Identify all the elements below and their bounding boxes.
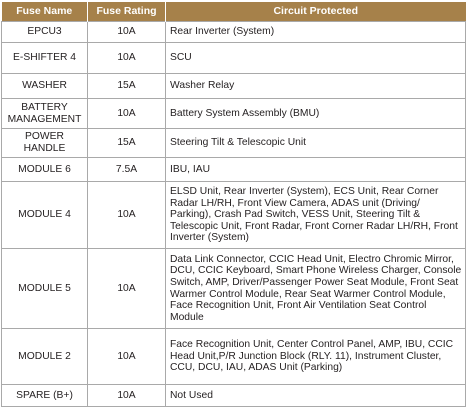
table-row: POWER HANDLE 15A Steering Tilt & Telesco… bbox=[1, 128, 466, 158]
column-header-fuse-rating: Fuse Rating bbox=[87, 2, 166, 22]
circuit-protected-cell: Not Used bbox=[165, 384, 466, 407]
circuit-protected-cell: Washer Relay bbox=[165, 73, 466, 99]
fuse-name-cell: SPARE (B+) bbox=[1, 384, 88, 407]
table-row: EPCU3 10A Rear Inverter (System) bbox=[1, 21, 466, 43]
fuse-name-cell: MODULE 4 bbox=[1, 181, 88, 249]
table-row: WASHER 15A Washer Relay bbox=[1, 73, 466, 99]
circuit-protected-cell: Data Link Connector, CCIC Head Unit, Ele… bbox=[165, 248, 466, 329]
table-row: E-SHIFTER 4 10A SCU bbox=[1, 42, 466, 74]
fuse-rating-cell: 7.5A bbox=[87, 157, 166, 182]
table-row: MODULE 6 7.5A IBU, IAU bbox=[1, 157, 466, 182]
fuse-rating-cell: 10A bbox=[87, 384, 166, 407]
table-row: MODULE 2 10A Face Recognition Unit, Cent… bbox=[1, 328, 466, 385]
circuit-protected-cell: Rear Inverter (System) bbox=[165, 21, 466, 43]
circuit-protected-cell: Steering Tilt & Telescopic Unit bbox=[165, 128, 466, 158]
fuse-name-cell: MODULE 5 bbox=[1, 248, 88, 329]
fuse-rating-cell: 10A bbox=[87, 21, 166, 43]
fuse-name-cell: WASHER bbox=[1, 73, 88, 99]
column-header-circuit-protected: Circuit Protected bbox=[165, 2, 466, 22]
table-row: SPARE (B+) 10A Not Used bbox=[1, 384, 466, 407]
fuse-name-cell: E-SHIFTER 4 bbox=[1, 42, 88, 74]
fuse-name-cell: EPCU3 bbox=[1, 21, 88, 43]
column-header-fuse-name: Fuse Name bbox=[1, 2, 88, 22]
fuse-rating-cell: 10A bbox=[87, 42, 166, 74]
fuse-rating-cell: 15A bbox=[87, 128, 166, 158]
table-row: BATTERY MANAGEMENT 10A Battery System As… bbox=[1, 98, 466, 129]
table-row: MODULE 4 10A ELSD Unit, Rear Inverter (S… bbox=[1, 181, 466, 249]
circuit-protected-cell: Battery System Assembly (BMU) bbox=[165, 98, 466, 129]
circuit-protected-cell: IBU, IAU bbox=[165, 157, 466, 182]
fuse-rating-cell: 10A bbox=[87, 98, 166, 129]
fuse-rating-cell: 10A bbox=[87, 328, 166, 385]
circuit-protected-cell: Face Recognition Unit, Center Control Pa… bbox=[165, 328, 466, 385]
fuse-name-cell: POWER HANDLE bbox=[1, 128, 88, 158]
fuse-name-cell: BATTERY MANAGEMENT bbox=[1, 98, 88, 129]
fuse-rating-cell: 10A bbox=[87, 181, 166, 249]
fuse-name-cell: MODULE 6 bbox=[1, 157, 88, 182]
circuit-protected-cell: SCU bbox=[165, 42, 466, 74]
circuit-protected-cell: ELSD Unit, Rear Inverter (System), ECS U… bbox=[165, 181, 466, 249]
fuse-rating-cell: 10A bbox=[87, 248, 166, 329]
fuse-name-cell: MODULE 2 bbox=[1, 328, 88, 385]
table-row: MODULE 5 10A Data Link Connector, CCIC H… bbox=[1, 248, 466, 329]
fuse-rating-cell: 15A bbox=[87, 73, 166, 99]
table-header-row: Fuse Name Fuse Rating Circuit Protected bbox=[1, 2, 466, 22]
